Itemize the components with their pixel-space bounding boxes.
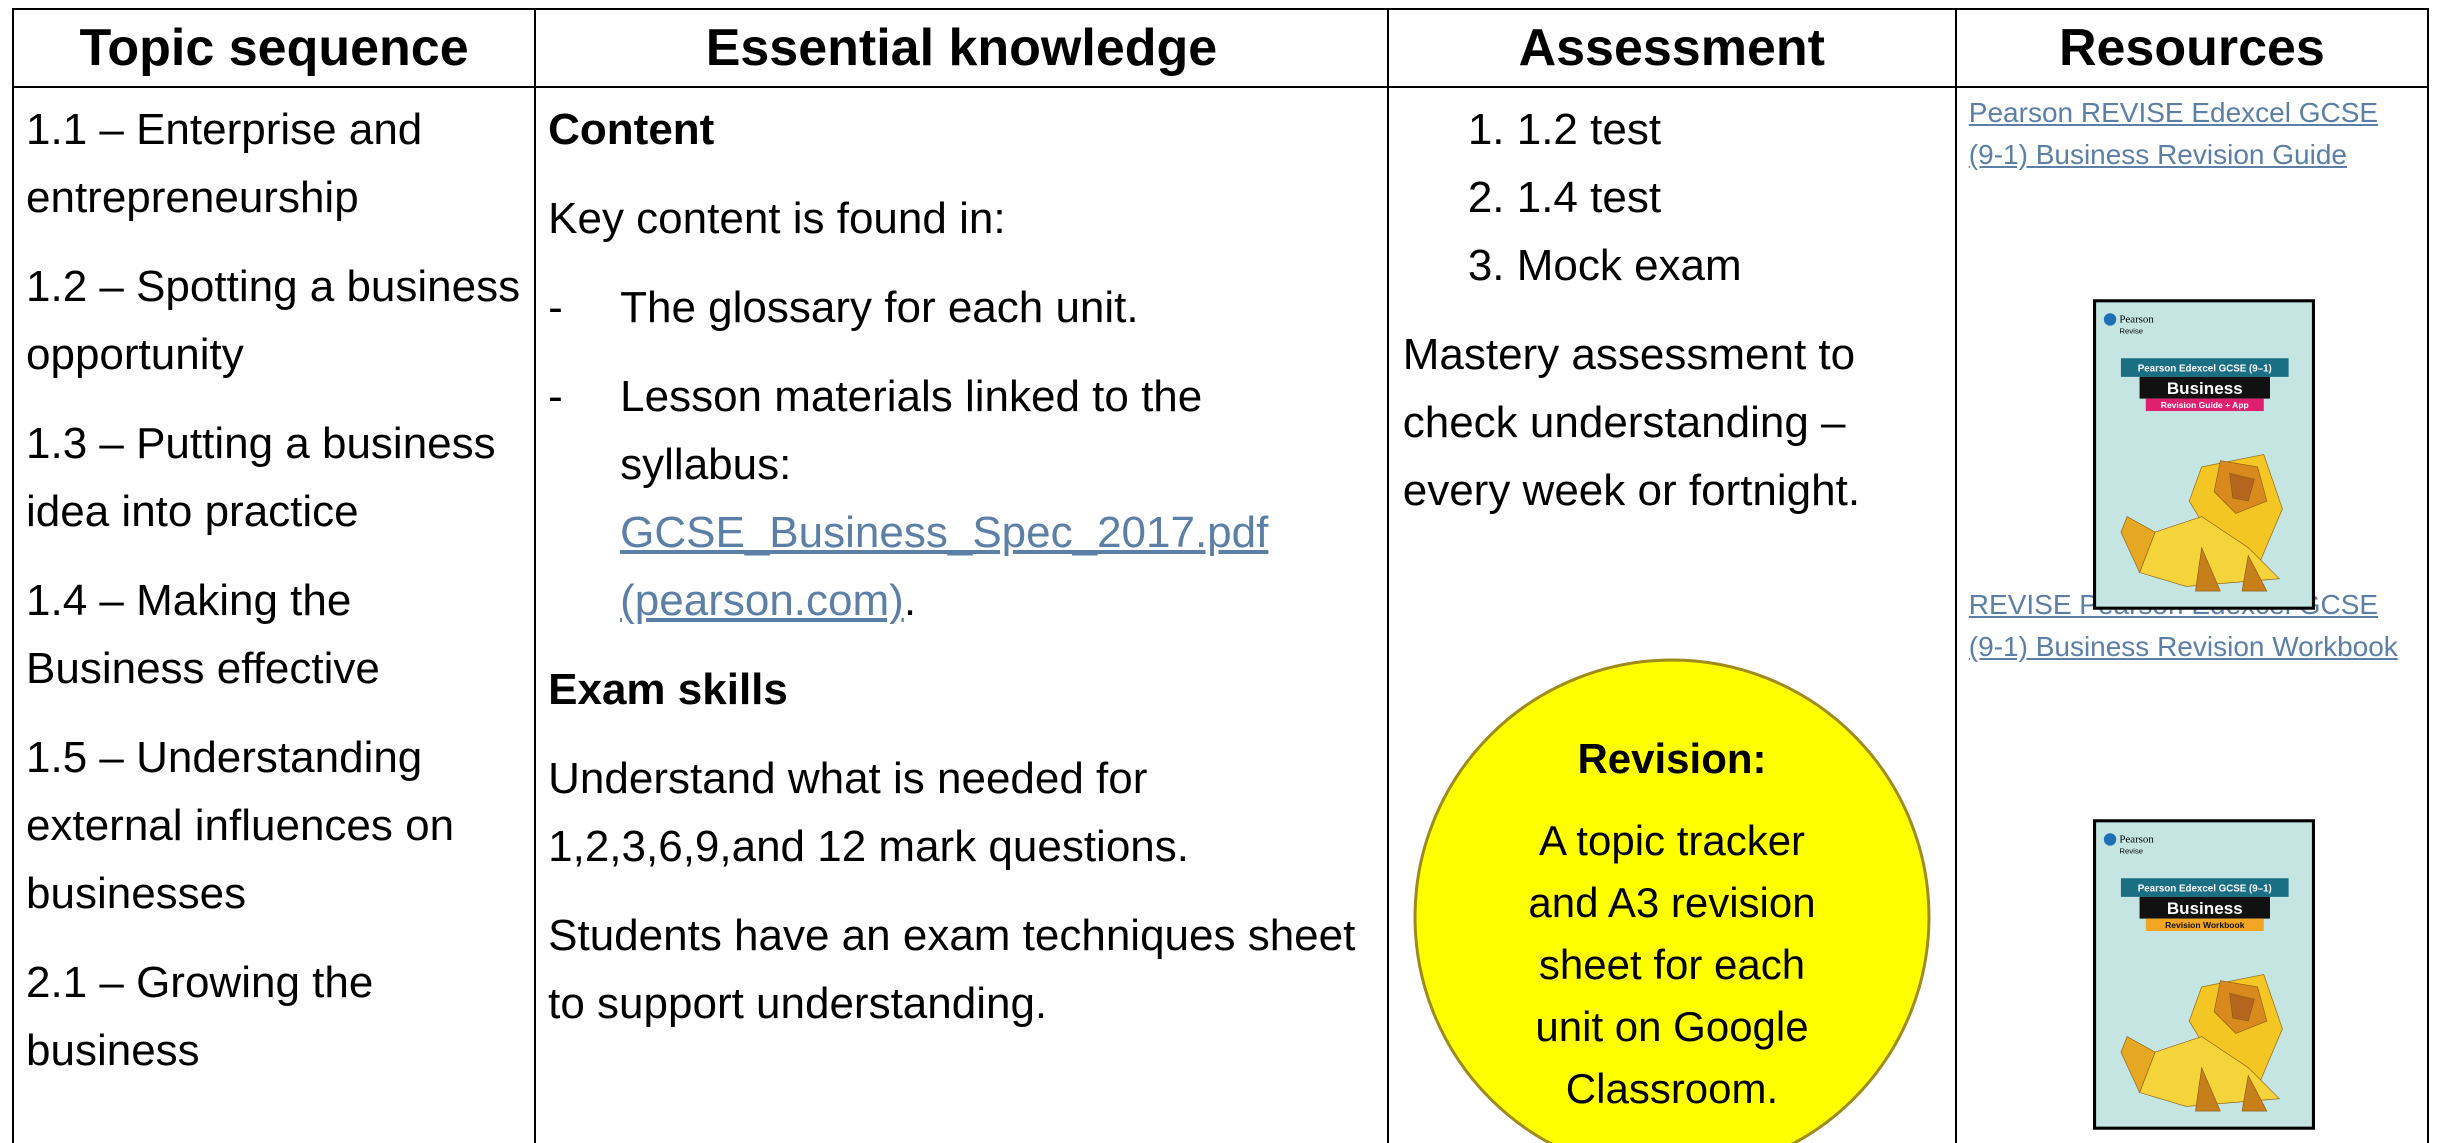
assessment-body: 1.2 test1.4 testMock exam Mastery assess… [1389,88,1955,525]
lion-shape [2241,1074,2268,1112]
lion-shape [2120,516,2156,574]
subject-bg [2139,376,2270,399]
paragraph: Key content is found in: [548,194,1006,243]
edition: Revision Guide + App [2161,400,2249,410]
topic-column: Topic sequence 1.1 – Enterprise and entr… [14,10,537,1143]
header-cell: Topic sequence [14,10,535,88]
bullet-text: The glossary for each unit. [620,283,1139,332]
subject-bg [2139,896,2270,919]
topic-list: 1.1 – Enterprise and entrepreneurship 1.2… [14,88,534,1085]
lion-shape [2229,472,2255,502]
series: Revise [2119,326,2143,335]
lion-shape [2194,546,2221,592]
paragraph: Students have an exam techniques sheet t… [548,911,1356,1028]
lion-shape [2241,554,2268,592]
knowledge-body: Content Key content is found in: - The gl… [536,88,1387,1038]
spec-link[interactable]: GCSE_Business_Spec_2017.pdf (pearson.com… [620,508,1269,625]
subject: Business [2167,899,2243,918]
edition-bg [2145,398,2264,412]
punctuation: . [903,576,917,625]
resource: Pearson REVISE Edexcel GCSE (9-1) Busine… [1957,88,2427,180]
topic: 1.2 – Spotting a business opportunity [26,262,521,379]
table: Topic sequence 1.1 – Enterprise and entr… [12,8,2429,1143]
brand: Pearson [2119,314,2154,326]
edition-bg [2145,918,2264,932]
banner [2120,358,2289,377]
subject: Business [2167,379,2243,398]
topic: 1.4 – Making the Business effective [26,576,380,693]
banner [2120,878,2289,897]
section-heading: Content [548,105,715,154]
header-cell: Resources [1956,10,2428,88]
assessment-list: 1.2 test1.4 testMock exam [1403,96,1943,300]
section-heading: Exam skills [548,665,788,714]
bullet-body: Lesson materials linked to the syllabus:… [620,363,1375,635]
header-cell: Essential knowledge [536,10,1387,88]
resource-link[interactable]: Pearson REVISE Edexcel GCSE (9-1) Busine… [1968,97,2379,170]
assessment-column: Assessment 1.2 test1.4 testMock exam Mas… [1388,10,1957,1143]
topic: 2.1 – Growing the business [26,958,374,1075]
banner-text: Pearson Edexcel GCSE (9–1) [2138,883,2272,894]
series: Revise [2119,846,2143,855]
banner-text: Pearson Edexcel GCSE (9–1) [2138,363,2272,374]
lion-shape [2120,1036,2156,1094]
logo [2103,313,2117,326]
bullet-marker: - [548,372,563,421]
lion-shape [2229,992,2255,1022]
brand: Pearson [2119,834,2154,846]
bullet-marker: - [548,283,563,332]
revision-text: Revision: A topic tracker and A3 revisio… [1452,728,1892,1120]
bullet-text: Lesson materials linked to the syllabus: [620,372,1203,489]
lion-shape [2194,1066,2221,1112]
bullet: - The glossary for each unit. [548,274,1375,342]
bubble-circle [1413,658,1931,1143]
revision-title: Revision: [1577,735,1767,782]
logo [2103,833,2117,846]
assessment-item: Mock exam [1517,232,1943,300]
edition: Revision Workbook [2165,920,2245,930]
resources-column: Resources Pearson REVISE Edexcel GCSE (9… [1956,10,2428,1143]
paragraph: Understand what is needed for 1,2,3,6,9,… [548,754,1189,871]
header-cell: Assessment [1388,10,1955,88]
topic: 1.3 – Putting a business idea into pract… [26,419,496,536]
revision-body: A topic tracker and A3 revision sheet fo… [1528,817,1816,1112]
bullet: - Lesson materials linked to the syllabus… [548,363,1375,635]
knowledge-column: Essential knowledge Content Key content … [536,10,1389,1143]
assessment-item: 1.4 test [1517,164,1943,232]
paragraph: Mastery assessment to check understandin… [1402,330,1861,515]
topic: 1.1 – Enterprise and entrepreneurship [26,105,423,222]
assessment-item: 1.2 test [1517,96,1943,164]
topic: 1.5 – Understanding external influences … [26,733,455,918]
